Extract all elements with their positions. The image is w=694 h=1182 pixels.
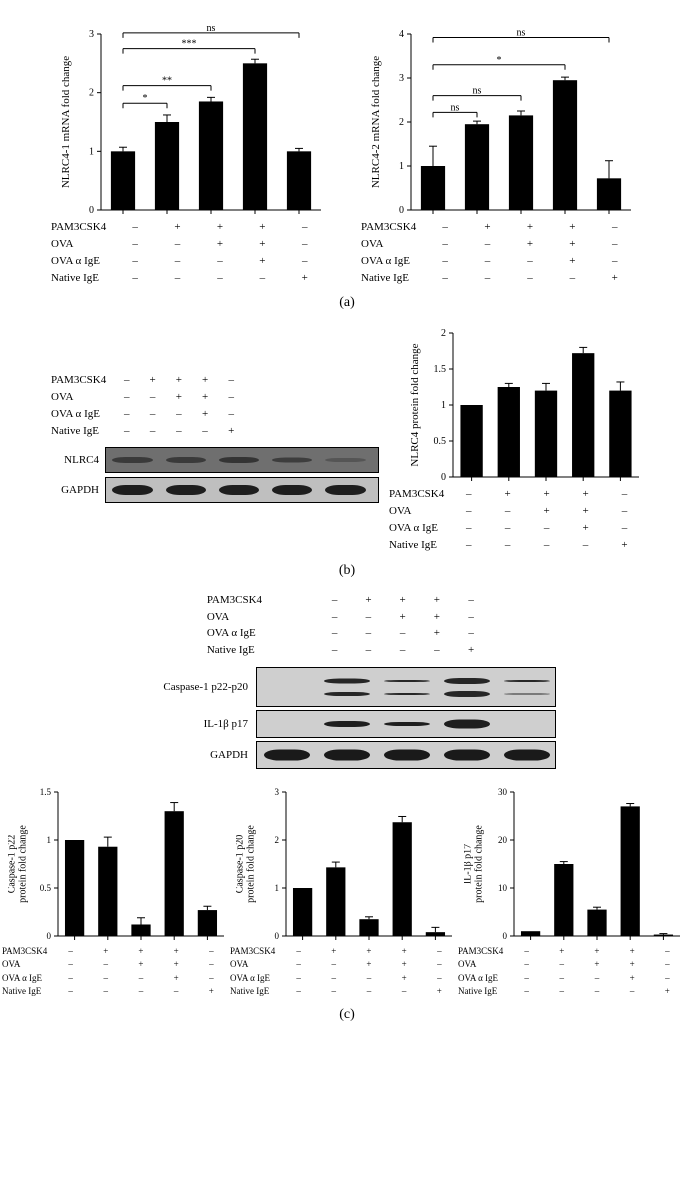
panel-c-bottom: 00.511.5Caspase-1 p22protein fold change… [0,782,694,999]
svg-text:0.5: 0.5 [40,883,52,893]
svg-text:*: * [497,55,502,66]
svg-text:2: 2 [89,88,94,99]
svg-text:3: 3 [275,787,280,797]
panel-a-right-chart: 01234nsns*nsNLRC4-2 mRNA fold change PAM… [367,16,637,287]
svg-text:protein fold change: protein fold change [474,825,485,903]
svg-text:1.5: 1.5 [434,364,447,375]
svg-text:20: 20 [498,835,508,845]
conditions-table: PAM3CSK4–+++–OVA––++–OVA α IgE–––+–Nativ… [387,485,645,554]
blot-strip [105,447,379,473]
blot-strip [105,477,379,503]
chart-svg: 0 0.5 1 1.5 2 NLRC4 protein fold change [405,323,645,483]
svg-text:*: * [143,93,148,104]
svg-text:IL-1β p17: IL-1β p17 [464,844,474,884]
conditions-table: PAM3CSK4–+++–OVA––++–OVA α IgE–––+–Nativ… [49,371,245,440]
svg-text:1: 1 [275,883,280,893]
blot-label: GAPDH [138,749,256,761]
svg-text:NLRC4-2 mRNA fold change: NLRC4-2 mRNA fold change [370,56,382,188]
panel-c-chart-1: 0 0.5 1 1.5 Caspase-1 p22protein fold change… [8,782,230,999]
svg-text:1: 1 [89,146,94,157]
blot-label: NLRC4 [49,454,105,466]
chart-svg: 0123******nsNLRC4-1 mRNA fold change [57,16,327,216]
conditions-table: PAM3CSK4–+++–OVA––++–OVA α IgE–––+–Nativ… [456,944,686,999]
svg-text:3: 3 [89,29,94,40]
svg-text:protein fold change: protein fold change [246,825,257,903]
chart-svg: 0 1 2 3 4 ns ns * ns NLRC4-2 mRNA fold change [367,16,637,216]
blot-strip [256,667,556,707]
blot-strip [256,741,556,769]
svg-text:ns: ns [207,23,216,34]
conditions-table: PAM3CSK4–+++–OVA––++–OVA α IgE–––+–Nativ… [205,591,489,660]
conditions-table: PAM3CSK4–+++–OVA––++–OVA α IgE–––+–Nativ… [0,944,230,999]
svg-text:0: 0 [503,931,508,941]
svg-text:NLRC4 protein fold change: NLRC4 protein fold change [409,344,421,467]
svg-text:2: 2 [441,328,446,339]
panel-a: 0123******nsNLRC4-1 mRNA fold change PAM… [0,16,694,287]
chart-svg: 0 10 20 30 IL-1β p17protein fold change [464,782,686,942]
svg-text:1: 1 [399,161,404,172]
svg-text:1: 1 [47,835,52,845]
svg-text:Caspase-1 p22: Caspase-1 p22 [8,835,18,894]
svg-text:4: 4 [399,29,404,40]
svg-text:ns: ns [473,86,482,97]
svg-text:1.5: 1.5 [40,787,52,797]
svg-text:ns: ns [451,102,460,113]
blot-strip [256,710,556,738]
panel-c-label: (c) [0,1007,694,1023]
svg-text:protein fold change: protein fold change [18,825,29,903]
svg-text:0: 0 [275,931,280,941]
svg-text:0: 0 [441,472,446,483]
chart-svg: 0 1 2 3 Caspase-1 p20protein fold change [236,782,458,942]
panel-a-left-chart: 0123******nsNLRC4-1 mRNA fold change PAM… [57,16,327,287]
panel-a-label: (a) [0,295,694,311]
svg-text:30: 30 [498,787,508,797]
svg-text:***: *** [182,39,197,50]
conditions-table: PAM3CSK4–+++–OVA––++–OVA α IgE–––+–Nativ… [359,218,637,287]
svg-text:3: 3 [399,73,404,84]
panel-c-chart-3: 0102030IL-1β p17protein fold change PAM3… [464,782,686,999]
blot-label: IL-1β p17 [138,718,256,730]
svg-text:**: ** [162,76,172,87]
svg-text:10: 10 [498,883,508,893]
svg-text:2: 2 [275,835,280,845]
blot-label: GAPDH [49,484,105,496]
panel-b-label: (b) [0,563,694,579]
panel-c-top: PAM3CSK4–+++–OVA––++–OVA α IgE–––+–Nativ… [0,591,694,772]
blot-label: Caspase-1 p22-p20 [138,681,256,693]
conditions-table: PAM3CSK4–+++–OVA––++–OVA α IgE–––+–Nativ… [228,944,458,999]
panel-c-chart-2: 0123Caspase-1 p20protein fold change PAM… [236,782,458,999]
chart-svg: 0 0.5 1 1.5 Caspase-1 p22protein fold change [8,782,230,942]
svg-text:0: 0 [47,931,52,941]
panel-b-blots: PAM3CSK4–+++–OVA––++–OVA α IgE–––+–Nativ… [49,371,379,506]
conditions-table: PAM3CSK4–+++–OVA––++–OVA α IgE–––+–Nativ… [49,218,327,287]
svg-text:0: 0 [89,205,94,216]
svg-text:ns: ns [517,28,526,39]
svg-text:1: 1 [441,400,446,411]
svg-text:2: 2 [399,117,404,128]
svg-text:NLRC4-1 mRNA fold change: NLRC4-1 mRNA fold change [60,56,72,188]
svg-text:0.5: 0.5 [434,436,447,447]
svg-text:Caspase-1 p20: Caspase-1 p20 [236,835,246,894]
panel-b: PAM3CSK4–+++–OVA––++–OVA α IgE–––+–Nativ… [0,323,694,554]
panel-b-chart: 00.511.52NLRC4 protein fold change PAM3C… [405,323,645,554]
svg-text:0: 0 [399,205,404,216]
